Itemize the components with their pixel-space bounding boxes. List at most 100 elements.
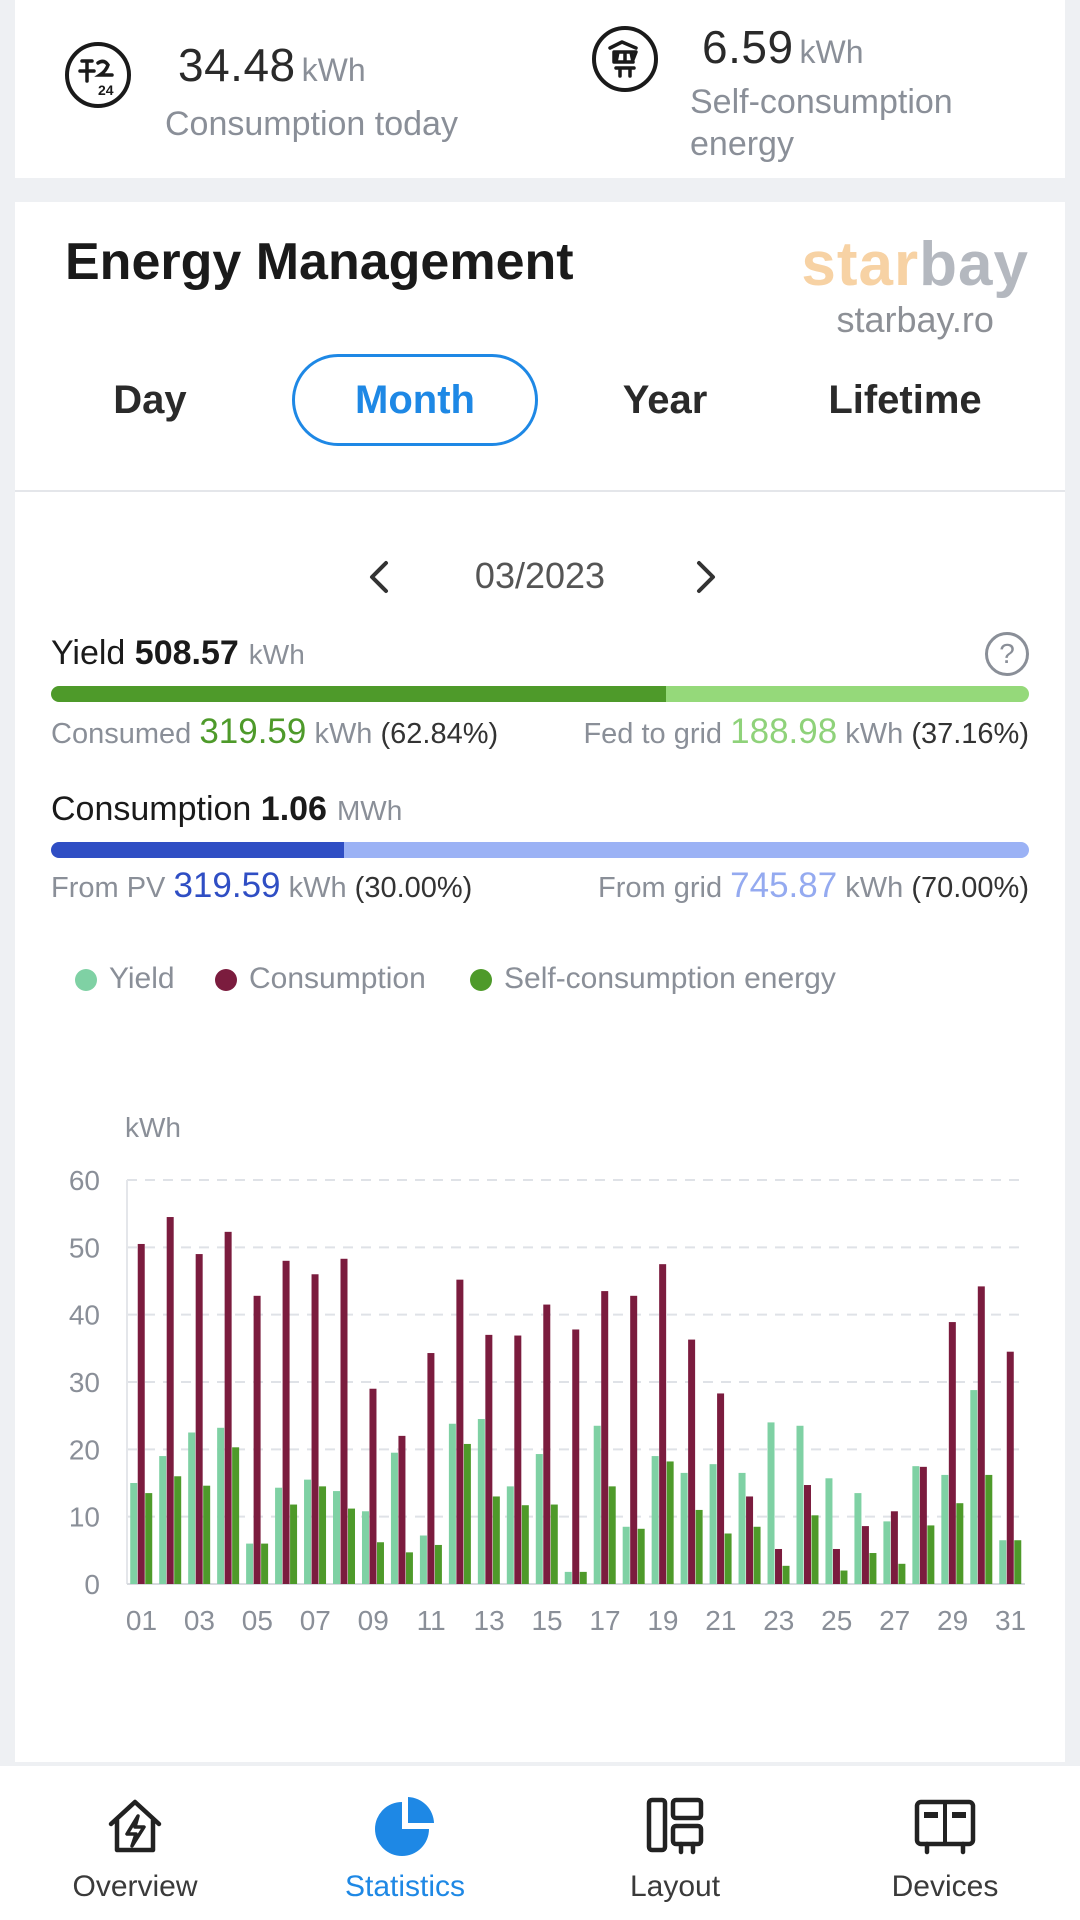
watermark-star: star xyxy=(801,230,920,299)
watermark-url: starbay.ro xyxy=(836,299,994,340)
from-grid-label: From grid xyxy=(598,872,723,904)
legend-consumption[interactable]: Consumption xyxy=(215,962,426,996)
consumption-bar xyxy=(630,1295,638,1584)
self-consumption-bar xyxy=(145,1493,153,1584)
self-consumption-bar xyxy=(811,1515,819,1584)
yield-bar xyxy=(912,1466,920,1584)
y-axis-unit-label: kWh xyxy=(125,1112,181,1143)
self-consumption-bar xyxy=(261,1543,269,1584)
yield-bar xyxy=(738,1472,746,1584)
period-label[interactable]: 03/2023 xyxy=(474,555,606,596)
yield-bar xyxy=(304,1479,312,1584)
x-tick-label: 01 xyxy=(126,1605,157,1636)
nav-devices[interactable]: Devices xyxy=(810,1766,1080,1920)
x-tick-label: 31 xyxy=(995,1605,1026,1636)
x-tick-label: 29 xyxy=(937,1605,968,1636)
consumption-today-label: Consumption today xyxy=(165,105,458,143)
tab-day[interactable]: Day xyxy=(113,377,187,422)
self-consumption-bar xyxy=(869,1553,877,1584)
yield-split-bar xyxy=(51,686,1029,702)
yield-bar xyxy=(854,1493,862,1584)
from-grid-bar-segment xyxy=(344,842,1029,858)
y-tick-label: 40 xyxy=(69,1300,100,1331)
consumption-24h-icon: 24 xyxy=(65,42,131,108)
next-period-chevron-icon[interactable] xyxy=(685,555,725,599)
self-consumption-bar xyxy=(232,1447,240,1584)
from-pv-summary: From PV 319.59 kWh (30.00%) xyxy=(51,866,472,906)
self-consumption-bar xyxy=(174,1476,182,1584)
y-tick-label: 60 xyxy=(69,1165,100,1196)
pie-chart-icon xyxy=(375,1797,434,1856)
yield-bar xyxy=(130,1483,138,1584)
from-grid-unit: kWh xyxy=(845,872,904,904)
nav-layout-label: Layout xyxy=(629,1870,721,1903)
x-tick-label: 19 xyxy=(647,1605,678,1636)
tab-year[interactable]: Year xyxy=(622,377,708,422)
yield-value: 508.57 xyxy=(134,634,239,672)
monthly-energy-bar-chart: kWh 0 10 20 30 40 50 60 01 03 05 07 09 11 13 15 17 19 21 23… xyxy=(69,1112,1026,1636)
x-tick-label: 09 xyxy=(358,1605,389,1636)
consumption-bar xyxy=(919,1466,927,1584)
x-tick-label: 27 xyxy=(879,1605,910,1636)
self-consumption-icon xyxy=(592,26,658,92)
yield-bar xyxy=(767,1422,775,1584)
consumption-today-value: 34.48 kWh xyxy=(178,38,366,92)
consumption-bar xyxy=(601,1291,609,1584)
self-consumption-number: 6.59 xyxy=(702,21,794,73)
from-pv-bar-segment xyxy=(51,842,345,858)
from-grid-value: 745.87 xyxy=(730,866,838,905)
divider xyxy=(15,490,1065,492)
tab-month[interactable]: Month xyxy=(292,354,538,446)
watermark: starbay starbay.ro xyxy=(801,232,1029,342)
page-title: Energy Management xyxy=(65,233,574,291)
self-consumption-bar xyxy=(637,1528,645,1584)
self-consumption-bar xyxy=(521,1505,529,1584)
self-consumption-bar xyxy=(956,1503,964,1584)
self-consumption-bar xyxy=(782,1565,790,1584)
previous-period-chevron-icon[interactable] xyxy=(360,555,400,599)
consumption-value: 1.06 xyxy=(260,790,327,828)
yield-label-text: Yield xyxy=(51,634,126,672)
consumed-percent: (62.84%) xyxy=(380,718,499,750)
consumption-bar xyxy=(224,1231,232,1584)
consumption-bar xyxy=(717,1393,725,1584)
self-consumption-bar xyxy=(666,1461,674,1584)
watermark-bay: bay xyxy=(919,230,1029,299)
self-consumption-label-line1: Self-consumption xyxy=(690,83,953,121)
consumption-bar xyxy=(688,1339,696,1584)
consumption-label: Consumption 1.06 MWh xyxy=(51,790,402,829)
yield-bar xyxy=(593,1425,601,1584)
legend-self-consumption[interactable]: Self-consumption energy xyxy=(470,962,836,996)
nav-overview[interactable]: Overview xyxy=(0,1766,270,1920)
from-pv-label: From PV xyxy=(51,872,166,904)
fed-to-grid-summary: Fed to grid 188.98 kWh (37.16%) xyxy=(583,712,1029,752)
devices-icon xyxy=(914,1799,976,1855)
y-tick-label: 50 xyxy=(69,1232,100,1263)
help-icon[interactable]: ? xyxy=(985,632,1029,676)
period-tabs: Day Month Year Lifetime xyxy=(15,350,1065,450)
summary-card: 24 34.48 kWh Consumption today 6.59 kWh Se… xyxy=(15,0,1065,178)
x-tick-label: 11 xyxy=(417,1605,446,1636)
nav-overview-label: Overview xyxy=(72,1870,198,1903)
yield-bar xyxy=(506,1486,514,1584)
svg-text:24: 24 xyxy=(98,82,114,98)
home-bolt-icon xyxy=(108,1799,162,1853)
fed-to-grid-value: 188.98 xyxy=(730,712,838,751)
x-tick-label: 05 xyxy=(242,1605,273,1636)
legend-yield[interactable]: Yield xyxy=(75,962,175,996)
period-selector: 03/2023 xyxy=(15,547,1065,607)
nav-layout[interactable]: Layout xyxy=(540,1766,810,1920)
consumption-label-text: Consumption xyxy=(51,790,252,828)
consumption-bar xyxy=(659,1264,667,1584)
consumption-bar xyxy=(514,1335,522,1584)
from-pv-value: 319.59 xyxy=(173,866,281,905)
tab-lifetime[interactable]: Lifetime xyxy=(828,377,982,422)
self-consumption-bar xyxy=(290,1504,298,1584)
self-consumption-bar xyxy=(579,1571,587,1584)
yield-bar xyxy=(709,1464,717,1584)
yield-bar xyxy=(941,1474,949,1584)
consumed-bar-segment xyxy=(51,686,666,702)
fed-to-grid-percent: (37.16%) xyxy=(911,718,1029,750)
yield-bar xyxy=(361,1511,369,1584)
nav-statistics[interactable]: Statistics xyxy=(270,1766,540,1920)
